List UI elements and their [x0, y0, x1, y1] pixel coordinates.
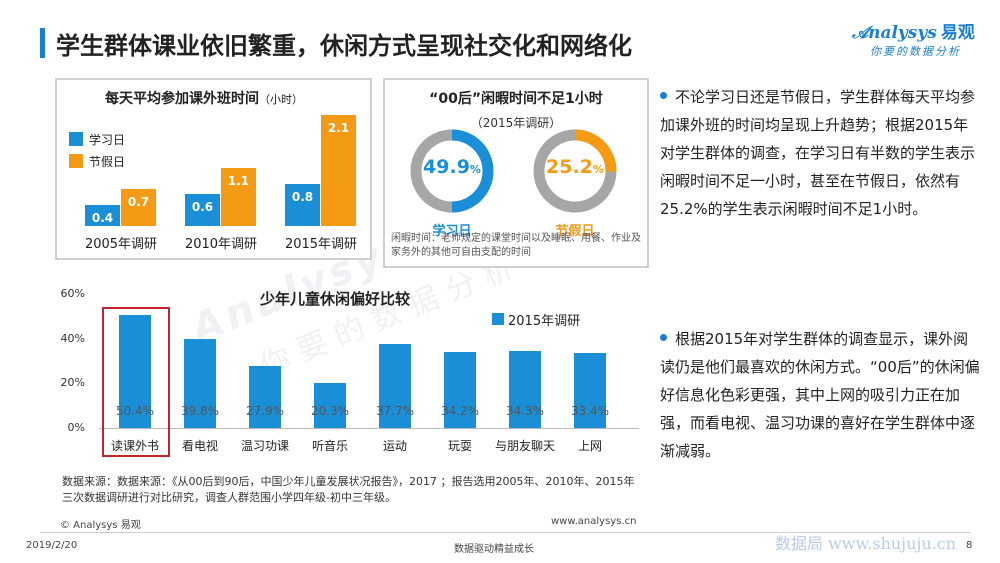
highlight-box-reading: [102, 307, 170, 457]
bar-2010年调研-学习日: [185, 194, 220, 226]
bar-2010年调研-节假日: [221, 168, 256, 226]
bar-看电视: [184, 339, 216, 428]
brand-slogan: 你要的数据分析: [870, 45, 961, 58]
y-tick-0: 0%: [67, 421, 85, 434]
x-axis-label-2010年调研: 2010年调研: [184, 237, 258, 252]
x-axis-label-玩耍: 玩耍: [447, 439, 472, 453]
donut-holiday-label: 节假日: [555, 224, 595, 239]
brand-cn: 易观: [940, 23, 975, 43]
legend-label-weekday: 学习日: [89, 133, 126, 147]
bar-听音乐: [314, 383, 346, 428]
bullet-point-2: 根据2015年对学生群体的调查显示，课外阅读仍是他们最喜欢的休闲方式。“00后”…: [660, 325, 982, 465]
donut-weekday-label: 学习日: [432, 224, 472, 239]
bar-玩耍: [444, 352, 476, 428]
bar-value-label: 1.1: [227, 174, 250, 188]
chart-panel-free-time: “00后”闲暇时间不足1小时 （2015年调研） 49.9% 学习日 25.2%…: [383, 78, 649, 268]
bar-value-label: 33.4%: [570, 404, 610, 418]
data-source-note: 数据来源：数据来源：《从00后到90后，中国少年儿童发展状况报告》，2017 ；…: [62, 475, 635, 504]
brand-name: nalysys: [868, 23, 937, 43]
y-tick-60: 60%: [60, 287, 85, 300]
donut-holiday-value: 25.2%: [546, 156, 604, 178]
x-axis-label-温习功课: 温习功课: [240, 439, 289, 453]
chart1-plot: 0.4 0.7 2005年调研 0.6 1.1 2010年调研 0.8 2.1 2015年调研: [57, 80, 370, 258]
bar-value-label: 0.6: [191, 200, 214, 214]
bullet-text-2: 根据2015年对学生群体的调查显示，课外阅读仍是他们最喜欢的休闲方式。“00后”…: [660, 330, 980, 460]
x-axis-label-2005年调研: 2005年调研: [84, 237, 158, 252]
chart-panel-class-hours: 每天平均参加课外班时间（小时） 学习日 节假日 0.4 0.7 2005年调研 0.6…: [55, 78, 372, 260]
bar-value-label: 0.7: [127, 195, 150, 209]
bullet-text-1: 不论学习日还是节假日，学生群体每天平均参加课外班的时间均呈现上升趋势；根据201…: [660, 88, 976, 218]
bullet-dot-icon: [660, 92, 667, 99]
title-accent-bar: [40, 28, 45, 58]
bar-value-label: 39.8%: [180, 404, 220, 418]
footer-divider: [40, 532, 970, 533]
bar-温习功课: [249, 366, 281, 428]
donut-holiday: [533, 129, 617, 213]
donut-holiday-arc: [533, 129, 617, 213]
watermark-shujuju: 数据局 www.shujuju.cn: [775, 534, 957, 553]
chart3-plot: 50.4% 读课外书 39.8% 看电视 27.9% 温习功课 20.3% 听音乐 37.7% 运…: [55, 280, 645, 460]
page-title: 学生群体课业依旧繁重，休闲方式呈现社交化和网络化: [56, 32, 632, 60]
x-axis-label-2015年调研: 2015年调研: [284, 237, 358, 252]
footer-slogan: 数据驱动精益成长: [454, 544, 534, 555]
x-axis-line: [99, 428, 639, 429]
legend-label-2015: 2015年调研: [508, 314, 581, 329]
brand-logo-icon: 𝒜: [852, 23, 869, 43]
chart3-title: 少年儿童休闲偏好比较: [260, 290, 411, 308]
chart2-title: “00后”闲暇时间不足1小时: [429, 91, 603, 107]
donut-weekday: [410, 129, 494, 213]
y-tick-20: 20%: [60, 376, 85, 389]
page-number: 8: [966, 540, 973, 551]
bar-value-label: 37.7%: [375, 404, 415, 418]
bar-读课外书: [119, 315, 151, 428]
x-axis-label-运动: 运动: [382, 439, 407, 453]
bar-上网: [574, 353, 606, 428]
bar-2005年调研-节假日: [121, 189, 156, 226]
donut-weekday-arc: [410, 129, 494, 213]
bar-运动: [379, 344, 411, 428]
brand-logo: 𝒜nalysys 易观 你要的数据分析: [852, 18, 982, 62]
copyright: © Analysys 易观: [60, 520, 141, 531]
bar-value-label: 20.3%: [310, 404, 350, 418]
legend-label-holiday: 节假日: [89, 155, 126, 169]
legend-swatch-weekday: [69, 132, 83, 146]
website-url: www.analysys.cn: [551, 516, 637, 527]
bar-2015年调研-学习日: [285, 184, 320, 226]
bar-2005年调研-学习日: [85, 205, 120, 226]
bar-与朋友聊天: [509, 351, 541, 428]
x-axis-label-听音乐: 听音乐: [311, 439, 348, 453]
footer-date: 2019/2/20: [26, 540, 78, 551]
x-axis-label-上网: 上网: [577, 439, 602, 453]
x-axis-label-看电视: 看电视: [181, 439, 218, 453]
free-time-definition-note: 闲暇时间：老师规定的课堂时间以及睡眠、用餐、作业及家务外的其他可自由支配的时间: [391, 233, 641, 258]
bar-value-label: 34.2%: [440, 404, 480, 418]
y-tick-40: 40%: [60, 332, 85, 345]
x-axis-label-读课外书: 读课外书: [110, 439, 159, 453]
x-axis-label-与朋友聊天: 与朋友聊天: [494, 439, 555, 453]
legend-swatch-holiday: [69, 154, 83, 168]
bar-value-label: 0.8: [291, 190, 314, 204]
bar-value-label: 0.4: [91, 211, 114, 225]
bar-value-label: 34.3%: [505, 404, 545, 418]
chart2-subtitle: （2015年调研）: [470, 116, 562, 130]
chart-leisure-preferences: 少年儿童休闲偏好比较 2015年调研 60% 40% 20% 0% 50.4% 读…: [55, 280, 645, 460]
bar-value-label: 2.1: [327, 121, 350, 135]
bullet-dot-icon: [660, 334, 667, 341]
chart1-title: 每天平均参加课外班时间（小时）: [105, 91, 303, 107]
bullet-point-1: 不论学习日还是节假日，学生群体每天平均参加课外班的时间均呈现上升趋势；根据201…: [660, 83, 982, 223]
bar-value-label: 27.9%: [245, 404, 285, 418]
bar-2015年调研-节假日: [321, 115, 356, 226]
bar-value-label: 50.4%: [115, 404, 155, 418]
donut-weekday-value: 49.9%: [423, 156, 481, 178]
legend-swatch-2015: [492, 313, 504, 325]
